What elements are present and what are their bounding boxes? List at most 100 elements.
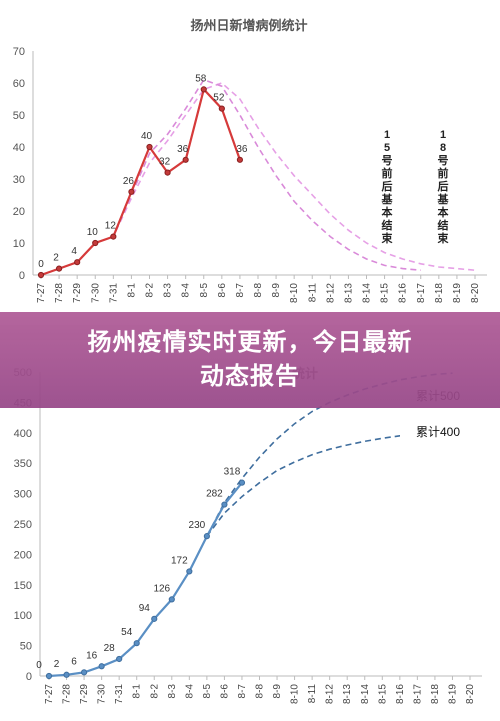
x-tick-label: 8-11 [307,283,318,303]
x-tick-label: 8-7 [237,684,248,699]
x-tick-label: 8-19 [447,684,458,704]
data-point [238,479,246,486]
x-tick-label: 8-2 [149,684,160,699]
x-tick-label: 8-9 [272,684,283,699]
x-tick-label: 8-3 [163,283,174,298]
x-tick-label: 7-31 [108,283,119,303]
x-tick-label: 7-29 [72,283,83,303]
x-tick-label: 8-13 [343,283,354,303]
x-tick-label: 8-10 [290,684,301,704]
x-tick-label: 7-30 [97,684,108,704]
data-label: 36 [236,144,248,155]
data-label: 6 [71,656,77,667]
data-label: 318 [224,467,241,478]
data-label: 4 [71,246,77,257]
series-line-0 [48,482,243,678]
data-point [133,640,140,647]
data-label: 282 [206,489,223,500]
x-tick-label: 8-17 [412,684,423,704]
annotation-15th: 1 5 号前后基本结束 [381,129,394,245]
data-label: 0 [38,259,44,270]
x-tick-label: 8-10 [289,283,300,303]
y-tick-label: 200 [14,549,32,561]
data-point [182,156,189,163]
y-tick-label: 0 [26,671,32,683]
data-label: 2 [53,253,59,264]
y-tick-label: 400 [14,428,32,440]
x-tick-label: 8-13 [342,684,353,704]
y-tick-label: 40 [13,142,25,154]
annotation-18th-text: 1 8 号前后基本结束 [437,129,450,245]
data-point [92,239,99,247]
data-label: 2 [54,659,60,670]
x-tick-label: 8-4 [181,283,192,298]
y-tick-label: 50 [13,110,25,122]
data-point [203,533,210,540]
x-tick-label: 8-14 [360,684,371,704]
legend-box [400,421,476,441]
y-tick-label: 0 [19,270,25,282]
data-point [186,568,193,575]
data-point [110,233,117,240]
x-tick-label: 8-12 [325,684,336,704]
data-label: 58 [195,73,207,84]
data-label: 94 [139,603,151,614]
data-point [63,671,70,678]
x-tick-label: 8-20 [470,283,481,303]
y-tick-label: 100 [14,610,32,622]
x-tick-label: 8-14 [362,283,373,303]
x-tick-label: 8-18 [434,283,445,303]
x-tick-label: 8-5 [199,283,210,298]
data-label: 40 [141,131,153,142]
y-tick-label: 20 [13,206,25,218]
data-point [37,271,45,279]
headline-line-2: 动态报告 [200,363,300,390]
annotation-15th-text: 1 5 号前后基本结束 [381,129,394,245]
data-point [98,663,105,670]
data-label: 28 [104,643,116,654]
data-point [151,615,158,622]
data-point [236,156,244,163]
series-line-2 [40,82,476,276]
x-tick-label: 7-31 [114,684,125,704]
series-line-1 [40,78,421,276]
data-label: 126 [153,583,170,594]
y-tick-label: 150 [14,580,32,592]
data-label: 54 [121,627,133,638]
x-tick-label: 7-28 [54,283,65,303]
x-tick-label: 7-28 [62,684,73,704]
data-label: 52 [213,93,225,104]
y-tick-label: 250 [14,519,32,531]
data-label: 36 [177,144,189,155]
data-label: 0 [36,660,42,671]
x-tick-label: 8-16 [398,283,409,303]
x-tick-label: 8-6 [219,684,230,699]
bottom-chart-series [45,372,453,680]
y-tick-label: 350 [14,458,32,470]
data-point [116,655,123,663]
data-point [146,143,153,151]
x-tick-label: 8-17 [416,283,427,303]
y-tick-label: 10 [13,238,25,250]
data-label: 32 [159,157,171,168]
x-tick-label: 7-29 [79,684,90,704]
x-tick-label: 7-27 [36,283,47,303]
data-point [45,672,53,680]
data-point [218,105,225,112]
x-tick-label: 8-20 [465,684,476,704]
data-point [164,169,171,176]
data-label: 26 [123,176,135,187]
data-point [200,86,207,93]
x-tick-label: 8-4 [184,684,195,699]
x-tick-label: 8-16 [395,684,406,704]
data-label: 12 [105,221,117,232]
x-tick-label: 8-3 [167,684,178,699]
x-tick-label: 8-15 [380,283,391,303]
x-tick-label: 8-12 [325,283,336,303]
top-chart-title: 扬州日新增病例统计 [190,18,307,33]
data-point [74,259,81,266]
y-tick-label: 300 [14,489,32,501]
